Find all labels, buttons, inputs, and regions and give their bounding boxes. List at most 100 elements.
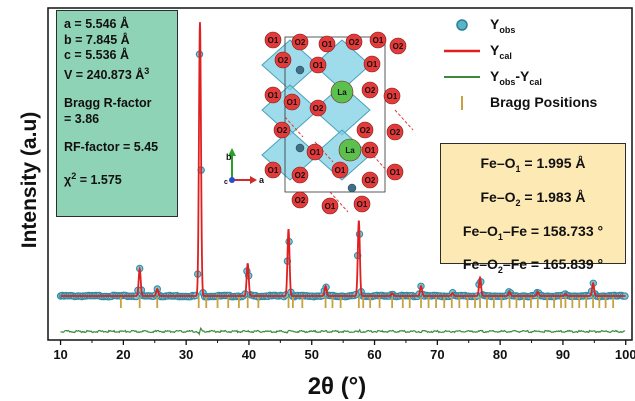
legend-diff-mid: -Y [515, 68, 530, 84]
oxygen-atom-sphere [274, 51, 292, 69]
oxygen-atom-label: O2 [365, 86, 376, 95]
oxygen-atom: O1 [306, 143, 324, 161]
oxygen-atom: O1 [383, 87, 401, 105]
bond-line-2: Fe–O2 = 1.983 Å [447, 183, 619, 217]
oxygen-atom-sphere [309, 56, 327, 74]
bond-1-sub: 1 [515, 163, 521, 174]
oxygen-atom-sphere [361, 81, 379, 99]
lanthanum-atom-label: La [337, 88, 347, 97]
oxygen-atom: O2 [345, 33, 363, 51]
axis-b-label: b [226, 152, 232, 162]
oxygen-atom-label: O2 [393, 42, 404, 51]
x-tick-label: 10 [53, 347, 67, 362]
oxygen-atom-sphere [363, 55, 381, 73]
oxygen-atom-sphere [331, 161, 349, 179]
bond-1-pre: Fe–O [480, 155, 516, 171]
legend-ycal-symbol [444, 49, 480, 53]
plot-frame [47, 7, 633, 341]
x-tick-label: 20 [116, 347, 130, 362]
legend-diff-sub2: cal [529, 76, 542, 87]
oxygen-atom: O1 [331, 161, 349, 179]
plot-area [56, 22, 629, 337]
oxygen-atom-label: O1 [365, 146, 376, 155]
iron-atom [295, 143, 305, 153]
oxygen-atom-sphere [264, 161, 282, 179]
lanthanum-atom: La [338, 138, 362, 162]
series-bragg-positions [119, 297, 615, 308]
oxygen-atom: O1 [264, 31, 282, 49]
oxygen-atom: O2 [386, 123, 404, 141]
oxygen-atom-label: O2 [349, 38, 360, 47]
oxygen-atom-sphere [389, 37, 407, 55]
oxygen-atom-sphere [264, 31, 282, 49]
legend: Yobs Ycal Yobs-Ycal Bragg Positions [442, 14, 630, 118]
bond-4-post: –Fe = 165.839 ° [502, 256, 604, 273]
bond-info-box: Fe–O1 = 1.995 Å Fe–O2 = 1.983 Å Fe–O1–Fe… [440, 143, 626, 275]
oxygen-atom-sphere [264, 86, 282, 104]
oxygen-atom-label: O1 [325, 202, 336, 211]
oxygen-atom: O1 [386, 163, 404, 181]
y-axis-title: Intensity (a.u) [18, 112, 41, 249]
oxygen-atom-label: O1 [335, 166, 346, 175]
bond-2-pre: Fe–O [480, 188, 516, 205]
x-tick-label: 80 [493, 347, 507, 362]
oxygen-atom-label: O2 [277, 126, 288, 135]
oxygen-atom: O2 [361, 81, 379, 99]
bond-line [394, 109, 414, 131]
oxygen-atom: O1 [283, 93, 301, 111]
oxygen-atom-sphere [386, 123, 404, 141]
oxygen-atom: O2 [389, 37, 407, 55]
oxygen-atom-sphere [353, 195, 371, 213]
oxygen-atom-label: O1 [268, 36, 279, 45]
bond-line [284, 116, 304, 138]
oxygen-atom-sphere [318, 35, 336, 53]
bond-line [314, 141, 334, 163]
bond-1-post: = 1.995 Å [520, 155, 586, 171]
oxygen-atom: O1 [353, 195, 371, 213]
legend-bragg-symbol [461, 96, 463, 110]
legend-diff-sub1: obs [499, 76, 516, 87]
lanthanum-atom: La [330, 80, 354, 104]
param-volume-sup: 3 [144, 65, 150, 76]
oxygen-atom-label: O2 [365, 176, 376, 185]
oxygen-atom-label: O1 [322, 40, 333, 49]
oxygen-atom-sphere [356, 121, 374, 139]
legend-yobs-sub: obs [499, 24, 516, 35]
oxygen-atom-sphere [321, 197, 339, 215]
axis-a-head [250, 176, 257, 184]
oxygen-atom-label: O1 [287, 98, 298, 107]
oxygen-atom: O2 [291, 33, 309, 51]
series-diff-line [60, 326, 626, 337]
lanthanum-atom-label: La [345, 146, 355, 155]
legend-yobs-symbol [456, 19, 468, 31]
oxygen-atom-sphere [361, 171, 379, 189]
oxygen-atom-sphere [369, 31, 387, 49]
x-tick-label: 90 [556, 347, 570, 362]
axis-c-dot [229, 177, 235, 183]
oxygen-atom-label: O2 [295, 171, 306, 180]
param-bragg-value: = 3.86 [64, 111, 100, 126]
oxygen-atom-label: O2 [278, 56, 289, 65]
oxygen-atom-label: O1 [268, 166, 279, 175]
oxygen-atom: O1 [318, 35, 336, 53]
param-a: a = 5.546 Å [64, 17, 129, 31]
oxygen-atom-label: O1 [310, 148, 321, 157]
oxygen-atom: O2 [291, 191, 309, 209]
oxygen-atom-label: O1 [367, 60, 378, 69]
axes: 10 20 30 40 50 60 70 80 90 100 [47, 7, 635, 362]
oxygen-atom-label: O2 [360, 126, 371, 135]
legend-ycal: Ycal [442, 40, 630, 66]
param-b: b = 7.845 Å [64, 32, 130, 47]
legend-diff-main: Y [490, 68, 500, 84]
iron-atom [347, 183, 357, 193]
x-tick-label: 100 [615, 347, 635, 362]
bond-line-4: Fe–O2–Fe = 165.839 ° [447, 250, 619, 284]
oxygen-atom: O2 [291, 166, 309, 184]
param-volume-text: V = 240.873 Å [64, 67, 145, 82]
oxygen-atom: O2 [274, 51, 292, 69]
legend-bragg-text: Bragg Positions [490, 94, 598, 110]
legend-diff-symbol [444, 76, 480, 78]
bond-line [329, 191, 349, 213]
legend-diff: Yobs-Ycal [442, 66, 630, 92]
oxygen-atom: O2 [273, 121, 291, 139]
